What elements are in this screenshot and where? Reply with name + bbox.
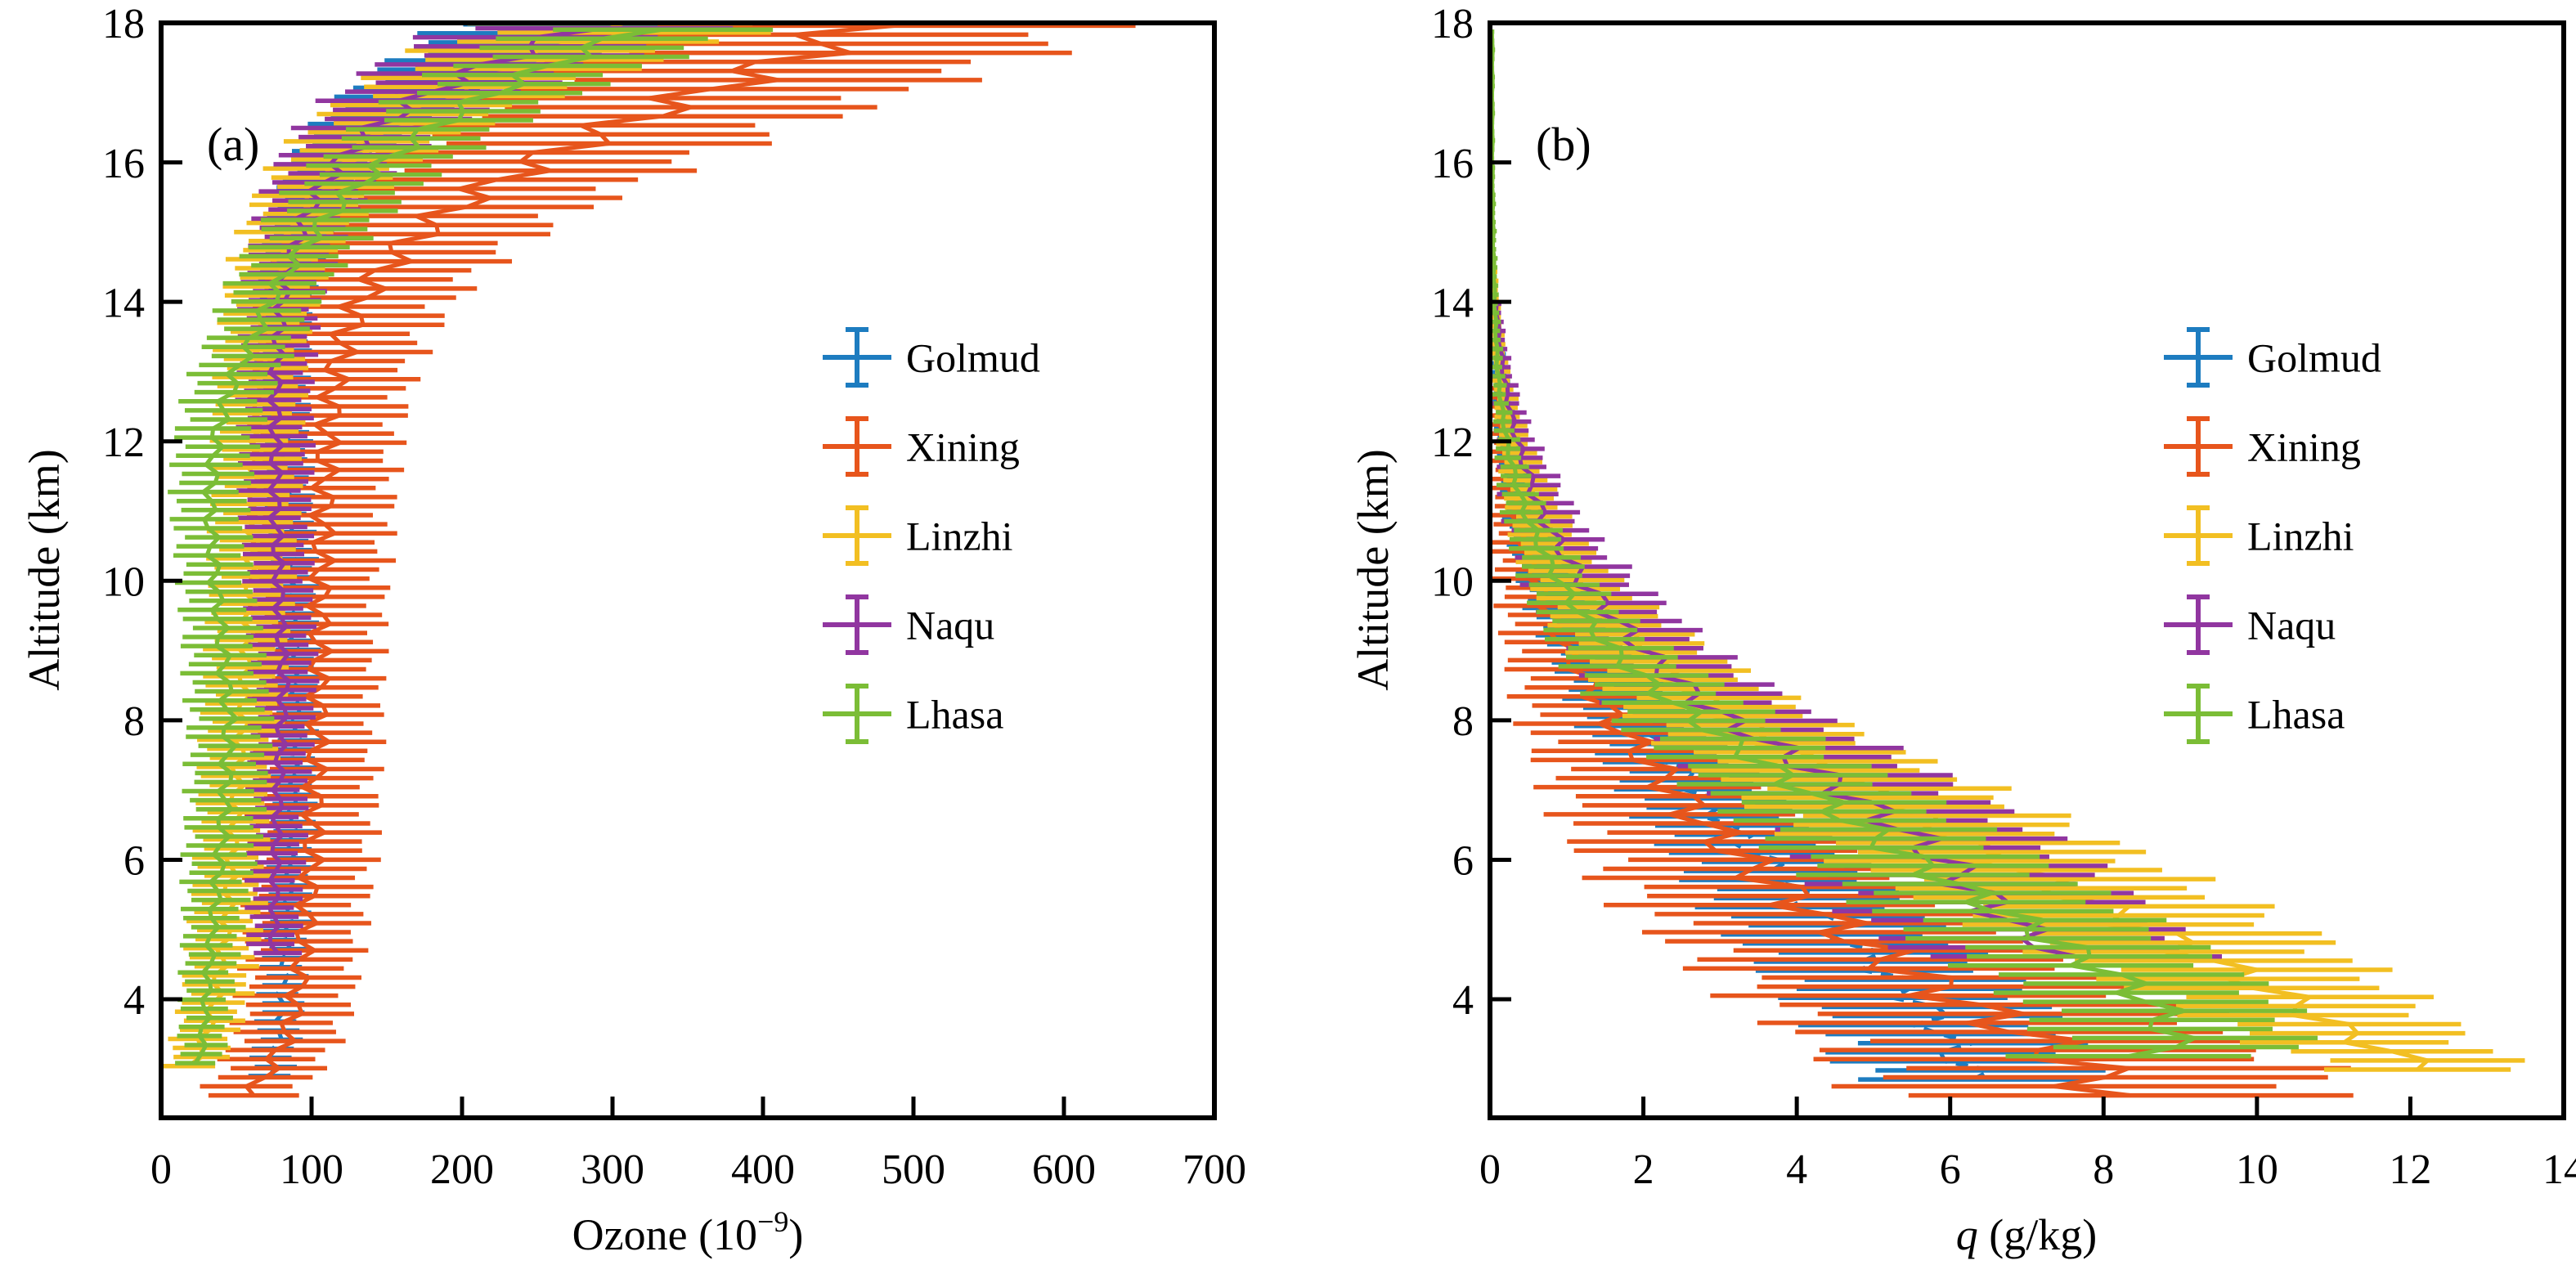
legend-entry-xining xyxy=(823,416,891,477)
y-tick-label: 4 xyxy=(123,977,145,1024)
y-tick-label: 14 xyxy=(1431,280,1474,326)
panel-a: 0 100 200 300 400 500 600 700 4 6 8 10 12 14 16 18 Golmu… xyxy=(102,1,1246,1193)
legend-label: Naqu xyxy=(906,603,994,648)
legend-entry-lhasa xyxy=(2164,684,2233,744)
mean-line-lhasa xyxy=(1490,31,2197,1059)
y-tick-label: 18 xyxy=(102,1,145,47)
plot-border xyxy=(159,20,1217,1120)
y-tick-label: 10 xyxy=(1431,558,1474,605)
x-tick-label: 100 xyxy=(280,1146,343,1193)
legend-entry-linzhi xyxy=(823,505,891,566)
legend-label: Linzhi xyxy=(906,514,1013,559)
panel-b-axes: 0 2 4 6 8 10 12 14 4 6 8 10 12 14 16 18 xyxy=(1431,1,2576,1193)
x-tick-label: 6 xyxy=(1940,1146,1961,1193)
panel-a-series xyxy=(161,23,1136,1098)
panel-b-yaxis-title: Altitude (km) xyxy=(1349,449,1398,690)
legend-label: Lhasa xyxy=(906,692,1003,738)
legend-entry-xining xyxy=(2164,416,2233,477)
panel-a-xaxis-title: Ozone (10−9) xyxy=(572,1205,804,1259)
series-lhasa-a xyxy=(168,27,774,1065)
legend-label: Golmud xyxy=(2247,335,2381,381)
y-tick-label: 16 xyxy=(1431,141,1474,187)
y-tick-label: 6 xyxy=(123,838,145,885)
x-tick-label: 0 xyxy=(150,1146,172,1193)
legend-b: Golmud Xining Linzhi Naqu Lhasa xyxy=(2164,327,2381,744)
panel-a-axes: 0 100 200 300 400 500 600 700 4 6 8 10 12 14 16 18 xyxy=(102,1,1246,1193)
plot-border xyxy=(1488,20,2566,1120)
x-tick-label: 0 xyxy=(1479,1146,1501,1193)
mean-line-lhasa xyxy=(193,27,663,1065)
x-tick-label: 14 xyxy=(2542,1146,2576,1193)
legend-entry-golmud xyxy=(2164,327,2233,388)
x-tick-label: 10 xyxy=(2236,1146,2278,1193)
legend-label: Naqu xyxy=(2247,603,2336,648)
legend-label: Golmud xyxy=(906,335,1040,381)
legend-a: Golmud Xining Linzhi Naqu Lhasa xyxy=(823,327,1040,744)
panel-a-yaxis-title: Altitude (km) xyxy=(20,449,69,690)
y-tick-label: 16 xyxy=(102,141,145,187)
legend-label: Xining xyxy=(2247,424,2361,470)
legend-entry-linzhi xyxy=(2164,505,2233,566)
panel-b-letter: (b) xyxy=(1536,118,1591,171)
legend-entry-naqu xyxy=(2164,594,2233,655)
legend-entry-naqu xyxy=(823,594,891,655)
legend-entry-lhasa xyxy=(823,684,891,744)
x-tick-label: 400 xyxy=(731,1146,795,1193)
panel-b: 0 2 4 6 8 10 12 14 4 6 8 10 12 14 16 18 Golmud Xining Linz… xyxy=(1431,1,2576,1193)
x-tick-label: 2 xyxy=(1633,1146,1654,1193)
mean-line-xining xyxy=(244,23,897,1097)
legend-label: Linzhi xyxy=(2247,514,2354,559)
x-tick-label: 500 xyxy=(882,1146,945,1193)
y-tick-label: 4 xyxy=(1452,977,1474,1024)
y-tick-label: 12 xyxy=(102,419,145,466)
x-tick-label: 4 xyxy=(1786,1146,1807,1193)
x-tick-label: 700 xyxy=(1183,1146,1246,1193)
y-tick-label: 8 xyxy=(1452,698,1474,745)
panel-b-series xyxy=(1490,29,2525,1098)
x-tick-label: 8 xyxy=(2093,1146,2114,1193)
y-tick-label: 10 xyxy=(102,558,145,605)
x-tick-label: 600 xyxy=(1032,1146,1096,1193)
x-tick-label: 200 xyxy=(430,1146,494,1193)
y-tick-label: 6 xyxy=(1452,838,1474,885)
legend-entry-golmud xyxy=(823,327,891,388)
y-tick-label: 8 xyxy=(123,698,145,745)
y-tick-label: 12 xyxy=(1431,419,1474,466)
y-tick-label: 18 xyxy=(1431,1,1474,47)
panel-b-xaxis-title: q (g/kg) xyxy=(1956,1210,2097,1259)
y-tick-label: 14 xyxy=(102,280,145,326)
legend-label: Lhasa xyxy=(2247,692,2345,738)
series-lhasa-b xyxy=(1490,29,2318,1059)
panel-a-letter: (a) xyxy=(207,118,259,171)
x-tick-label: 300 xyxy=(581,1146,644,1193)
x-tick-label: 12 xyxy=(2389,1146,2431,1193)
legend-label: Xining xyxy=(906,424,1020,470)
